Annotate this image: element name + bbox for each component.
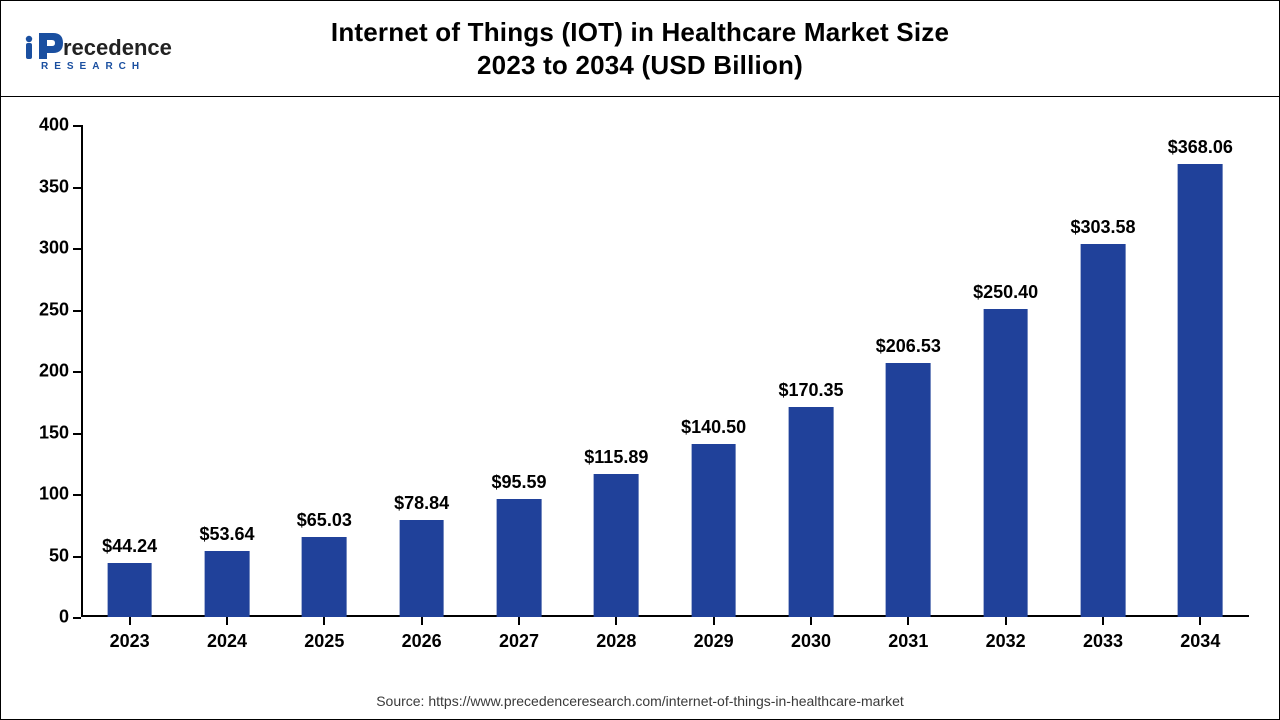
bar <box>302 537 347 617</box>
x-tick-label: 2030 <box>791 617 831 652</box>
bar-slot: $206.532031 <box>860 125 957 617</box>
x-tick-label: 2027 <box>499 617 539 652</box>
bar-slot: $65.032025 <box>276 125 373 617</box>
y-tick-label: 150 <box>39 422 81 443</box>
bar-value-label: $95.59 <box>491 472 546 493</box>
bar-slot: $115.892028 <box>568 125 665 617</box>
brand-logo: recedence RESEARCH <box>19 19 219 79</box>
svg-text:recedence: recedence <box>63 35 172 60</box>
bar <box>1178 164 1223 617</box>
bar-value-label: $115.89 <box>584 447 648 468</box>
bar-value-label: $206.53 <box>876 336 941 357</box>
x-tick-label: 2024 <box>207 617 247 652</box>
bar-value-label: $250.40 <box>973 282 1038 303</box>
y-tick-label: 300 <box>39 238 81 259</box>
bar-value-label: $170.35 <box>778 380 843 401</box>
x-tick-label: 2034 <box>1180 617 1220 652</box>
bar-value-label: $65.03 <box>297 510 352 531</box>
bar <box>691 444 736 617</box>
chart-container: recedence RESEARCH Internet of Things (I… <box>0 0 1280 720</box>
bar-value-label: $44.24 <box>102 536 157 557</box>
chart-area: $44.242023$53.642024$65.032025$78.842026… <box>1 97 1279 673</box>
bar-slot: $250.402032 <box>957 125 1054 617</box>
bar <box>789 407 834 617</box>
bar-value-label: $78.84 <box>394 493 449 514</box>
y-tick-label: 0 <box>59 607 81 628</box>
bar <box>594 474 639 617</box>
x-tick-label: 2028 <box>596 617 636 652</box>
y-tick-label: 400 <box>39 115 81 136</box>
bar-value-label: $368.06 <box>1168 137 1233 158</box>
x-tick-label: 2026 <box>402 617 442 652</box>
logo-icon: recedence RESEARCH <box>19 25 219 73</box>
header: recedence RESEARCH Internet of Things (I… <box>1 1 1279 97</box>
bar <box>1081 244 1126 617</box>
bar-value-label: $140.50 <box>681 417 746 438</box>
x-tick-label: 2023 <box>110 617 150 652</box>
bar <box>399 520 444 617</box>
bar-slot: $44.242023 <box>81 125 178 617</box>
x-tick-label: 2025 <box>304 617 344 652</box>
x-tick-label: 2033 <box>1083 617 1123 652</box>
bar-slot: $78.842026 <box>373 125 470 617</box>
svg-text:RESEARCH: RESEARCH <box>41 61 145 72</box>
bar-value-label: $53.64 <box>199 524 254 545</box>
bar <box>205 551 250 617</box>
y-tick-label: 100 <box>39 484 81 505</box>
bar-slot: $95.592027 <box>470 125 567 617</box>
source-prefix: Source: <box>376 693 428 709</box>
source-citation: Source: https://www.precedenceresearch.c… <box>1 693 1279 709</box>
title-line-1: Internet of Things (IOT) in Healthcare M… <box>219 16 1061 49</box>
bar-slot: $170.352030 <box>762 125 859 617</box>
bar <box>886 363 931 617</box>
bar-slot: $368.062034 <box>1152 125 1249 617</box>
y-tick-label: 350 <box>39 176 81 197</box>
plot-region: $44.242023$53.642024$65.032025$78.842026… <box>81 125 1249 617</box>
bars-group: $44.242023$53.642024$65.032025$78.842026… <box>81 125 1249 617</box>
y-tick-label: 50 <box>49 545 81 566</box>
bar-value-label: $303.58 <box>1070 217 1135 238</box>
x-tick-label: 2031 <box>888 617 928 652</box>
bar-slot: $140.502029 <box>665 125 762 617</box>
x-tick-label: 2029 <box>694 617 734 652</box>
y-tick-label: 200 <box>39 361 81 382</box>
bar <box>983 309 1028 617</box>
chart-title: Internet of Things (IOT) in Healthcare M… <box>219 16 1261 81</box>
bar <box>107 563 152 617</box>
bar-slot: $303.582033 <box>1054 125 1151 617</box>
bar <box>497 499 542 617</box>
bar-slot: $53.642024 <box>178 125 275 617</box>
title-line-2: 2023 to 2034 (USD Billion) <box>219 49 1061 82</box>
source-url: https://www.precedenceresearch.com/inter… <box>428 693 903 709</box>
y-tick-label: 250 <box>39 299 81 320</box>
x-tick-label: 2032 <box>986 617 1026 652</box>
